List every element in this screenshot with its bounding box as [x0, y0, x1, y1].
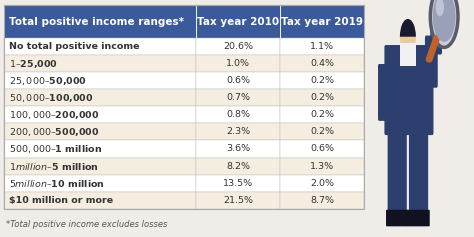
Text: 1.1%: 1.1% [310, 42, 334, 51]
FancyBboxPatch shape [4, 89, 196, 106]
Text: $1 million – $5 million: $1 million – $5 million [9, 160, 99, 172]
FancyBboxPatch shape [196, 5, 280, 38]
FancyBboxPatch shape [280, 73, 364, 89]
FancyBboxPatch shape [280, 38, 364, 55]
Text: Tax year 2010: Tax year 2010 [197, 17, 279, 27]
Text: 13.5%: 13.5% [223, 178, 253, 187]
Text: 0.8%: 0.8% [226, 110, 250, 119]
FancyBboxPatch shape [4, 191, 196, 209]
FancyBboxPatch shape [4, 5, 196, 38]
FancyBboxPatch shape [280, 5, 364, 38]
Circle shape [436, 0, 444, 16]
FancyBboxPatch shape [378, 64, 391, 121]
Text: 0.7%: 0.7% [226, 93, 250, 102]
FancyBboxPatch shape [280, 141, 364, 158]
FancyBboxPatch shape [280, 158, 364, 174]
FancyBboxPatch shape [196, 73, 280, 89]
Text: 0.2%: 0.2% [310, 76, 334, 85]
Text: $5 million – $10 million: $5 million – $10 million [9, 178, 105, 188]
Text: $50,000 – $100,000: $50,000 – $100,000 [9, 92, 94, 104]
Text: 2.0%: 2.0% [310, 178, 334, 187]
Text: $25,000 – $50,000: $25,000 – $50,000 [9, 75, 87, 87]
FancyBboxPatch shape [401, 43, 416, 66]
FancyBboxPatch shape [4, 141, 196, 158]
FancyBboxPatch shape [280, 106, 364, 123]
Text: 20.6%: 20.6% [223, 42, 253, 51]
FancyBboxPatch shape [384, 45, 433, 135]
FancyBboxPatch shape [407, 210, 430, 226]
FancyBboxPatch shape [430, 17, 442, 55]
Text: 8.2%: 8.2% [226, 161, 250, 170]
Wedge shape [400, 19, 416, 37]
Text: Tax year 2019: Tax year 2019 [281, 17, 363, 27]
FancyBboxPatch shape [196, 174, 280, 191]
FancyBboxPatch shape [196, 38, 280, 55]
FancyBboxPatch shape [280, 55, 364, 73]
Text: 0.2%: 0.2% [310, 128, 334, 137]
Text: 0.2%: 0.2% [310, 93, 334, 102]
FancyBboxPatch shape [280, 191, 364, 209]
FancyBboxPatch shape [196, 191, 280, 209]
Text: 0.6%: 0.6% [226, 76, 250, 85]
FancyBboxPatch shape [196, 55, 280, 73]
FancyBboxPatch shape [4, 38, 196, 55]
FancyBboxPatch shape [386, 210, 409, 226]
Text: 1.3%: 1.3% [310, 161, 334, 170]
FancyBboxPatch shape [4, 55, 196, 73]
FancyBboxPatch shape [409, 126, 428, 220]
Text: 3.6%: 3.6% [226, 145, 250, 154]
FancyBboxPatch shape [4, 174, 196, 191]
FancyBboxPatch shape [4, 73, 196, 89]
Text: $200,000 – $500,000: $200,000 – $500,000 [9, 126, 100, 138]
Text: $10 million or more: $10 million or more [9, 196, 113, 205]
FancyBboxPatch shape [4, 158, 196, 174]
Circle shape [400, 19, 416, 55]
Circle shape [430, 0, 458, 47]
Text: No total positive income: No total positive income [9, 42, 140, 51]
Circle shape [435, 8, 442, 25]
FancyBboxPatch shape [4, 106, 196, 123]
FancyBboxPatch shape [425, 36, 438, 88]
Text: $500,000 – $1 million: $500,000 – $1 million [9, 143, 102, 155]
Text: 0.2%: 0.2% [310, 110, 334, 119]
FancyBboxPatch shape [280, 174, 364, 191]
Text: 0.4%: 0.4% [310, 59, 334, 68]
Text: $100,000 – $200,000: $100,000 – $200,000 [9, 109, 100, 121]
FancyBboxPatch shape [196, 141, 280, 158]
Text: 2.3%: 2.3% [226, 128, 250, 137]
Text: 1.0%: 1.0% [226, 59, 250, 68]
FancyBboxPatch shape [196, 158, 280, 174]
Text: Total positive income ranges*: Total positive income ranges* [9, 17, 184, 27]
Circle shape [433, 0, 456, 42]
Text: *Total positive income excludes losses: *Total positive income excludes losses [6, 220, 167, 229]
FancyBboxPatch shape [388, 126, 407, 220]
Text: $1 – $25,000: $1 – $25,000 [9, 58, 58, 70]
FancyBboxPatch shape [280, 123, 364, 141]
Text: 21.5%: 21.5% [223, 196, 253, 205]
FancyBboxPatch shape [4, 123, 196, 141]
FancyBboxPatch shape [196, 106, 280, 123]
FancyBboxPatch shape [280, 89, 364, 106]
Text: 0.6%: 0.6% [310, 145, 334, 154]
FancyBboxPatch shape [196, 89, 280, 106]
Text: 8.7%: 8.7% [310, 196, 334, 205]
FancyBboxPatch shape [196, 123, 280, 141]
